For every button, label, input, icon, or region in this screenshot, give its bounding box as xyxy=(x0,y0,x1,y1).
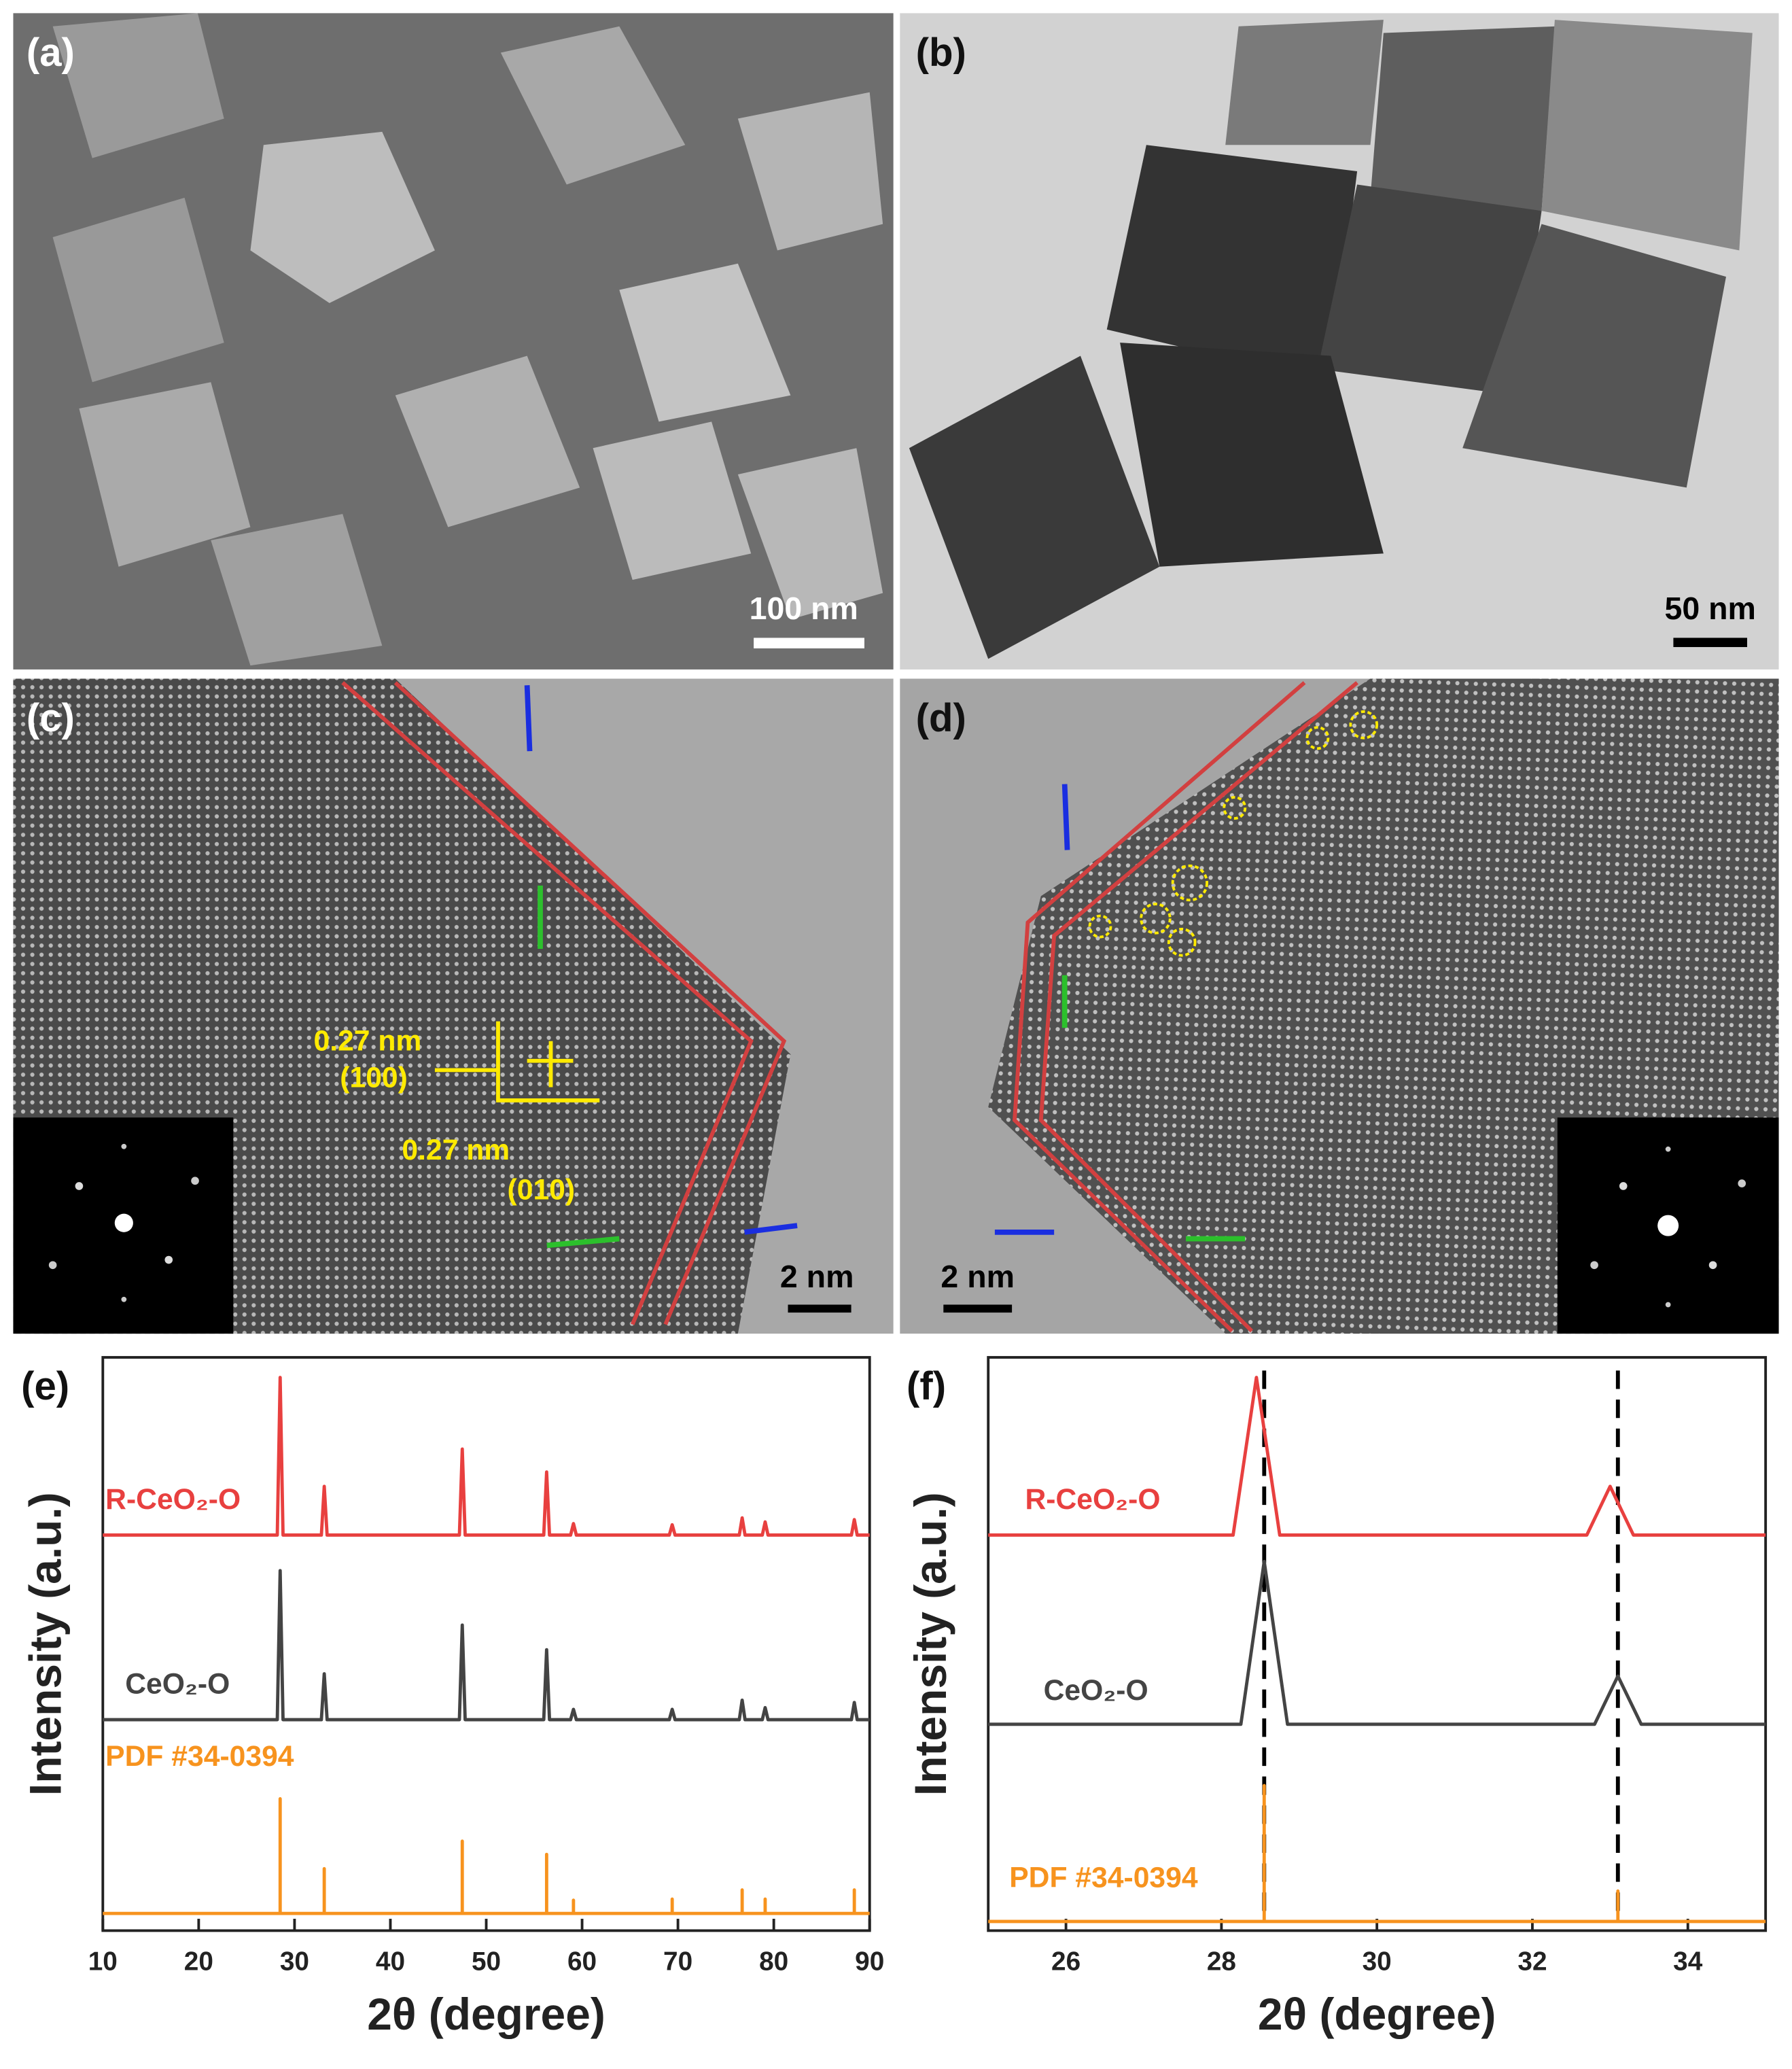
series-label: PDF #34-0394 xyxy=(1009,1861,1198,1894)
x-tick-label: 20 xyxy=(184,1947,213,1977)
series-label: PDF #34-0394 xyxy=(105,1740,294,1773)
x-tick-label: 50 xyxy=(472,1947,501,1977)
plot-frame xyxy=(101,1356,871,1932)
series-label: R-CeO₂-O xyxy=(1025,1483,1161,1516)
y-axis-label: Intensity (a.u.) xyxy=(20,1492,70,1796)
x-tick-label: 10 xyxy=(88,1947,118,1977)
panel-label: (a) xyxy=(27,31,75,75)
scale-bar-label: 50 nm xyxy=(1664,591,1755,626)
panel-label: (d) xyxy=(916,696,966,740)
panel-label: (e) xyxy=(21,1364,69,1408)
sem-image xyxy=(13,13,894,670)
series-line xyxy=(988,1559,1766,1726)
x-tick-label: 30 xyxy=(280,1947,309,1977)
x-tick-label: 40 xyxy=(376,1947,405,1977)
scale-bar-label: 2 nm xyxy=(941,1259,1015,1294)
x-tick-label: 28 xyxy=(1207,1947,1236,1977)
series-line xyxy=(988,1376,1766,1537)
x-axis-label: 2θ (degree) xyxy=(1258,1989,1496,2039)
x-tick-label: 70 xyxy=(663,1947,692,1977)
x-tick-label: 90 xyxy=(855,1947,884,1977)
series-label: CeO₂-O xyxy=(1044,1674,1148,1707)
x-tick-label: 26 xyxy=(1051,1947,1081,1977)
plot-frame xyxy=(987,1356,1768,1932)
scale-bar-label: 100 nm xyxy=(750,591,858,626)
series-line xyxy=(103,1797,870,1915)
tem-image xyxy=(900,13,1779,670)
x-tick-label: 34 xyxy=(1673,1947,1703,1977)
annotation: (010) xyxy=(508,1173,576,1206)
series-line xyxy=(988,1784,1766,1924)
annotation: 0.27 nm xyxy=(314,1024,422,1057)
x-axis-label: 2θ (degree) xyxy=(367,1989,605,2039)
panel-label: (b) xyxy=(916,31,966,75)
panel-label: (f) xyxy=(907,1364,946,1408)
hrtem-image xyxy=(13,678,894,1334)
series-line xyxy=(103,1376,870,1537)
x-tick-label: 80 xyxy=(759,1947,788,1977)
y-axis-label: Intensity (a.u.) xyxy=(905,1492,955,1796)
annotation: 0.27 nm xyxy=(402,1134,510,1166)
series-line xyxy=(103,1569,870,1722)
scale-bar-label: 2 nm xyxy=(780,1259,854,1294)
x-tick-label: 60 xyxy=(567,1947,597,1977)
x-tick-label: 32 xyxy=(1517,1947,1547,1977)
hrtem-image xyxy=(900,678,1779,1334)
x-tick-label: 30 xyxy=(1363,1947,1392,1977)
panel-label: (c) xyxy=(27,696,75,740)
series-label: R-CeO₂-O xyxy=(105,1483,241,1516)
annotation: (100) xyxy=(340,1062,408,1094)
series-label: CeO₂-O xyxy=(125,1667,230,1700)
